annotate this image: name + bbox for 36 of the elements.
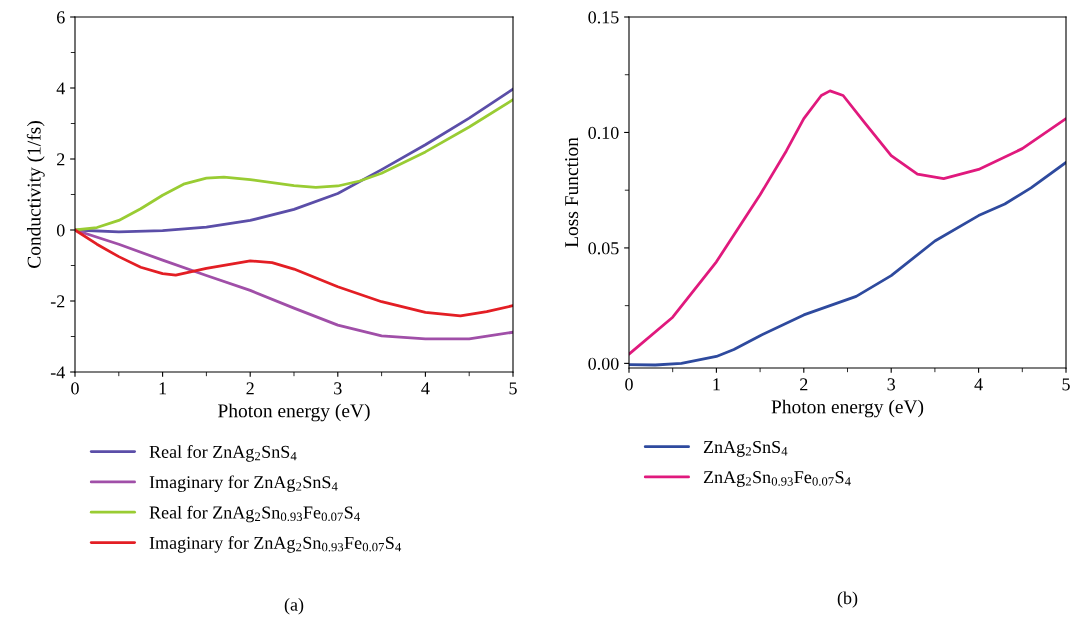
- x-tick-label: 4: [421, 382, 430, 395]
- y-axis-title: Loss Function: [565, 137, 579, 248]
- text: (a): [284, 598, 304, 615]
- x-tick-label: 1: [713, 378, 720, 391]
- y-axis-title: Conductivity (1/fs): [26, 121, 45, 268]
- legend-label: Real for ZnAg$_{2}$SnS$_{4}$: [149, 445, 297, 462]
- y-tick-label: 0.00: [588, 357, 619, 370]
- x-tick-label: 5: [1062, 378, 1070, 391]
- y-tick-label: -2: [50, 295, 65, 308]
- x-tick-label: 1: [159, 382, 167, 395]
- y-tick-label: 4: [56, 82, 65, 95]
- y-tick-label: 0.05: [588, 242, 619, 255]
- x-tick-label: 4: [974, 378, 983, 391]
- legend-label: ZnAg$_{2}$SnS$_{4}$: [703, 440, 788, 457]
- x-tick-label: 2: [800, 378, 808, 391]
- x-tick-label: 2: [246, 382, 254, 395]
- x-axis-title: Photon energy (eV): [218, 403, 370, 422]
- legend-label: Imaginary for ZnAg$_{2}$Sn$_{0.93}$Fe$_{0.07}$S$_{4}$: [149, 536, 402, 553]
- x-tick-label: 3: [887, 378, 896, 391]
- y-tick-label: 0: [56, 224, 65, 237]
- line-series: [629, 89, 1066, 356]
- x-tick-label: 0: [625, 378, 633, 391]
- line-series: [75, 228, 513, 318]
- x-tick-label: 0: [71, 382, 79, 395]
- y-tick-label: 6: [57, 11, 65, 24]
- y-tick-label: 0.15: [588, 11, 619, 24]
- legend-label: ZnAg$_{2}$Sn$_{0.93}$Fe$_{0.07}$S$_{4}$: [703, 471, 851, 487]
- y-tick-label: 0.10: [588, 126, 619, 139]
- text: (b): [837, 591, 858, 608]
- legend-label: Real for ZnAg$_{2}$Sn$_{0.93}$Fe$_{0.07}$S$_{4}$: [149, 505, 360, 523]
- y-tick-label: 2: [57, 153, 65, 166]
- y-tick-label: -4: [50, 366, 65, 379]
- x-tick-label: 5: [509, 382, 517, 395]
- x-axis-title: Photon energy (eV): [771, 399, 924, 418]
- legend-label: Imaginary for ZnAg$_{2}$SnS$_{4}$: [149, 475, 338, 492]
- x-tick-label: 3: [334, 382, 342, 395]
